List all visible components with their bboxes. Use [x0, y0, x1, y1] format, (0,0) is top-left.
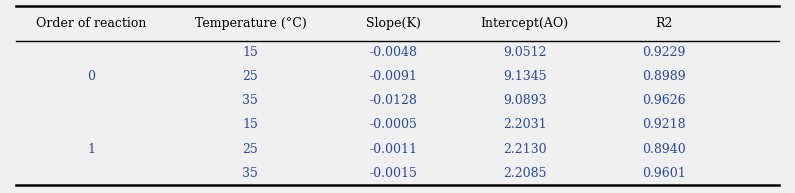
Text: 9.1345: 9.1345: [503, 70, 546, 83]
Text: 2.2031: 2.2031: [503, 119, 546, 131]
Text: Slope(K): Slope(K): [366, 17, 421, 30]
Text: -0.0015: -0.0015: [370, 167, 417, 180]
Text: 0.9218: 0.9218: [642, 119, 685, 131]
Text: 0.9626: 0.9626: [642, 94, 685, 107]
Text: -0.0048: -0.0048: [370, 46, 417, 59]
Text: 0: 0: [87, 70, 95, 83]
Text: 15: 15: [242, 46, 258, 59]
Text: 1: 1: [87, 143, 95, 156]
Text: 0.9601: 0.9601: [642, 167, 686, 180]
Text: -0.0005: -0.0005: [370, 119, 417, 131]
Text: 25: 25: [242, 70, 258, 83]
Text: -0.0128: -0.0128: [370, 94, 417, 107]
Text: Temperature (°C): Temperature (°C): [195, 17, 306, 30]
Text: 0.8940: 0.8940: [642, 143, 686, 156]
Text: 9.0512: 9.0512: [503, 46, 546, 59]
Text: 25: 25: [242, 143, 258, 156]
Text: 35: 35: [242, 94, 258, 107]
Text: 0.8989: 0.8989: [642, 70, 685, 83]
Text: 15: 15: [242, 119, 258, 131]
Text: -0.0091: -0.0091: [370, 70, 417, 83]
Text: 9.0893: 9.0893: [503, 94, 546, 107]
Text: 0.9229: 0.9229: [642, 46, 685, 59]
Text: 2.2085: 2.2085: [503, 167, 546, 180]
Text: 2.2130: 2.2130: [503, 143, 546, 156]
Text: -0.0011: -0.0011: [370, 143, 417, 156]
Text: Order of reaction: Order of reaction: [37, 17, 146, 30]
Text: Intercept(AO): Intercept(AO): [481, 17, 568, 30]
Text: 35: 35: [242, 167, 258, 180]
Text: R2: R2: [655, 17, 673, 30]
